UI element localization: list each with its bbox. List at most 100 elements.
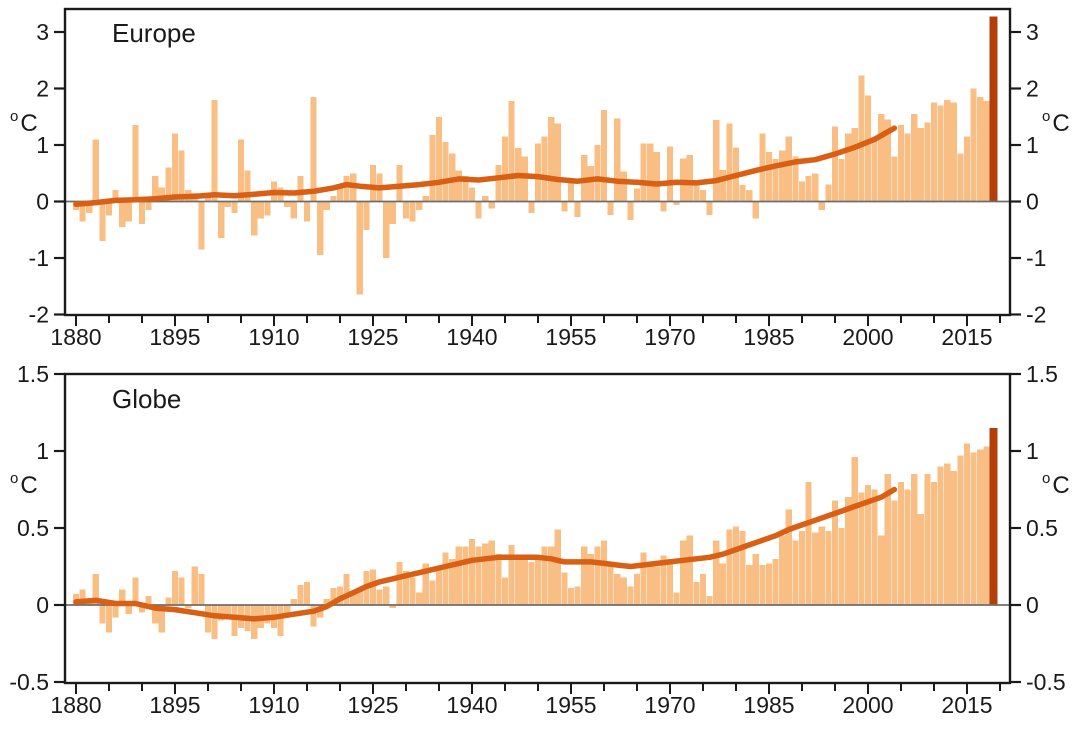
anomaly-bar (152, 605, 159, 624)
anomaly-bar (673, 201, 680, 205)
anomaly-bar (693, 183, 700, 202)
anomaly-bar (389, 605, 396, 609)
x-tick-label: 1880 (50, 692, 101, 718)
anomaly-bar (950, 471, 957, 605)
anomaly-bar (112, 605, 119, 618)
anomaly-bar (356, 201, 363, 295)
anomaly-bar (845, 497, 852, 605)
anomaly-bar (897, 481, 905, 605)
y-tick-label: 2 (36, 76, 49, 102)
anomaly-bar (191, 566, 198, 605)
anomaly-bar (970, 88, 977, 202)
anomaly-bar (119, 589, 126, 605)
x-tick-label: 2015 (941, 324, 992, 350)
anomaly-bar (495, 164, 502, 202)
anomaly-bar (792, 540, 799, 605)
anomaly-bar (336, 586, 344, 605)
highlight-bar (989, 16, 998, 202)
anomaly-bar (310, 97, 317, 202)
globe-bars (72, 427, 998, 639)
anomaly-bar (92, 139, 99, 202)
y-tick-label: 1 (36, 438, 49, 464)
anomaly-bar (178, 577, 185, 605)
anomaly-bar (350, 592, 357, 605)
y-tick-label: -1 (29, 245, 49, 271)
anomaly-bar (864, 484, 872, 605)
anomaly-bar (693, 581, 700, 605)
anomaly-bar (429, 580, 436, 605)
y-tick-label: 1 (1026, 438, 1039, 464)
anomaly-bar (369, 569, 377, 605)
anomaly-bar (462, 176, 469, 202)
anomaly-bar (884, 119, 891, 202)
anomaly-bar (567, 588, 575, 605)
anomaly-bar (402, 571, 410, 605)
anomaly-bar (138, 605, 146, 613)
anomaly-bar (554, 529, 561, 605)
y-tick-label: -0.5 (9, 669, 49, 695)
anomaly-bar (924, 122, 931, 202)
anomaly-bar (891, 500, 898, 605)
anomaly-bar (772, 558, 779, 605)
anomaly-bar (831, 500, 839, 605)
anomaly-bar (396, 561, 403, 605)
anomaly-bar (317, 201, 324, 256)
y-tick-label: 1.5 (17, 361, 49, 387)
anomaly-bar (864, 95, 872, 202)
anomaly-bar (251, 201, 258, 236)
anomaly-bar (257, 201, 264, 219)
anomaly-bar (303, 581, 311, 605)
anomaly-bar (429, 134, 436, 202)
anomaly-bar (739, 185, 746, 202)
anomaly-bar (422, 563, 429, 605)
anomaly-bar (917, 514, 924, 605)
anomaly-bar (204, 605, 212, 633)
x-tick-label: 1925 (347, 692, 398, 718)
anomaly-bar (686, 535, 693, 605)
anomaly-bar (224, 201, 231, 208)
anomaly-bar (508, 100, 515, 202)
anomaly-bar (633, 574, 641, 605)
y-tick-label: 3 (1026, 19, 1039, 45)
anomaly-bar (343, 176, 350, 202)
anomaly-bar (957, 455, 964, 605)
anomaly-bar (284, 605, 291, 618)
anomaly-bar (798, 531, 806, 605)
anomaly-bar (858, 492, 865, 605)
anomaly-bar (970, 452, 977, 605)
anomaly-bar (501, 577, 509, 605)
y-axis-unit-left: oC (10, 108, 38, 137)
anomaly-bar (950, 102, 957, 202)
y-tick-label: 2 (1026, 76, 1039, 102)
anomaly-bar (449, 558, 456, 605)
anomaly-bar (422, 195, 429, 202)
anomaly-bar (145, 201, 152, 210)
highlight-bar (989, 427, 998, 605)
anomaly-bar (871, 489, 878, 605)
anomaly-bar (620, 171, 627, 202)
anomaly-bar (455, 170, 462, 202)
trend-line (73, 125, 898, 208)
anomaly-bar (594, 546, 601, 605)
x-tick-label: 1895 (149, 692, 200, 718)
x-tick-label: 1910 (248, 324, 299, 350)
anomaly-bar (442, 552, 449, 605)
anomaly-bar (138, 201, 146, 225)
anomaly-bar (614, 118, 621, 202)
anomaly-bar (752, 201, 759, 219)
anomaly-bar (944, 463, 951, 605)
anomaly-bar (673, 592, 680, 605)
anomaly-bar (475, 201, 482, 219)
trend-line (73, 486, 898, 622)
anomaly-bar (719, 563, 726, 605)
y-tick-label: 0.5 (1026, 515, 1058, 541)
y-tick-label: 1 (36, 132, 49, 158)
anomaly-bar (825, 184, 832, 202)
anomaly-bar (330, 195, 337, 202)
anomaly-bar (983, 446, 990, 605)
anomaly-bar (660, 201, 667, 212)
anomaly-bar (699, 574, 707, 605)
anomaly-bar (119, 201, 126, 227)
